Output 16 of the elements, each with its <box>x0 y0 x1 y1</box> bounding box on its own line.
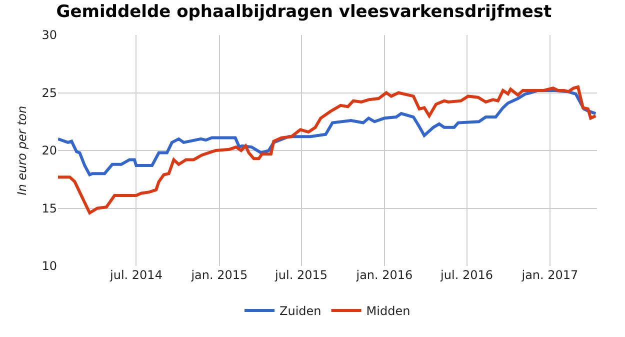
x-tick-label: jan. 2016 <box>355 268 413 282</box>
y-tick-label: 30 <box>42 28 57 42</box>
y-tick-label: 20 <box>42 144 57 158</box>
x-tick-label: jan. 2017 <box>520 268 578 282</box>
y-tick-label: 15 <box>42 201 57 216</box>
x-tick-label: jul. 2015 <box>274 268 328 282</box>
y-tick-label: 10 <box>42 259 57 274</box>
legend-label: Zuiden <box>280 304 322 318</box>
x-tick-label: jan. 2015 <box>190 268 248 282</box>
chart-title: Gemiddelde ophaalbijdragen vleesvarkensdrijfmest <box>56 2 552 22</box>
line-series <box>58 85 597 214</box>
legend-label: Midden <box>366 304 410 318</box>
y-axis-title: In euro per ton <box>15 106 30 196</box>
y-tick-label: 25 <box>42 86 57 100</box>
x-tick-label: jul. 2016 <box>440 268 493 282</box>
x-tick-label: jul. 2014 <box>109 268 162 282</box>
